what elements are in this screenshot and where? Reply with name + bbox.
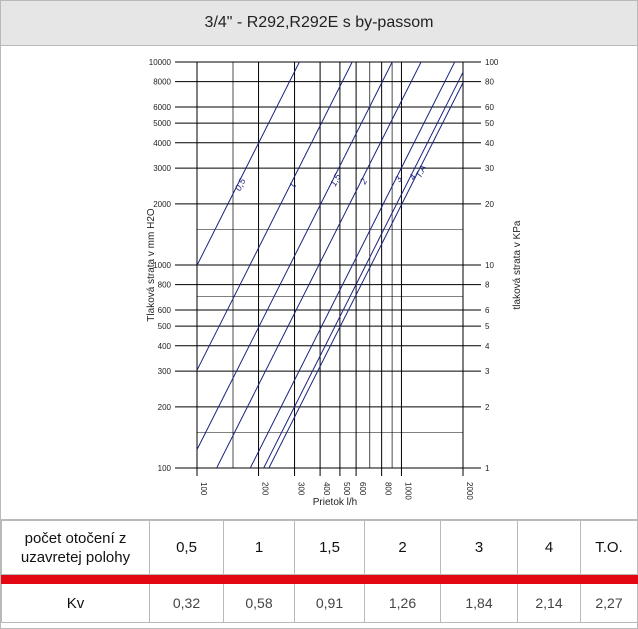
y-tick-label-left: 4000 — [153, 139, 171, 148]
y-tick-label-right: 10 — [485, 261, 494, 270]
y-tick-label-right: 80 — [485, 78, 494, 87]
x-tick-label: 600 — [358, 482, 367, 496]
x-tick-label: 2000 — [465, 482, 474, 500]
column-header: 4 — [517, 520, 581, 575]
y-tick-label-left: 400 — [158, 342, 172, 351]
y-tick-label-right: 40 — [485, 139, 494, 148]
y-tick-label-left: 500 — [158, 322, 172, 331]
y-tick-label-left: 3000 — [153, 164, 171, 173]
flow-curve — [197, 62, 300, 266]
y-tick-label-right: 2 — [485, 403, 490, 412]
separator-cell — [517, 574, 581, 584]
y-tick-label-right: 100 — [485, 58, 499, 67]
y-tick-label-left: 600 — [158, 306, 172, 315]
y-tick-label-right: 60 — [485, 103, 494, 112]
x-tick-label: 500 — [342, 482, 351, 496]
y-tick-label-right: 6 — [485, 306, 490, 315]
column-header: T.O. — [580, 520, 638, 575]
separator-cell — [364, 574, 441, 584]
y-tick-label-right: 1 — [485, 464, 490, 473]
y-tick-label-right: 30 — [485, 164, 494, 173]
y-tick-label-right: 20 — [485, 200, 494, 209]
y-axis-title: Tlaková strata v mm H2O — [146, 208, 157, 322]
separator-cell — [149, 574, 224, 584]
header-label-cell: počet otočení z uzavretej polohy — [1, 520, 150, 575]
y-tick-label-right: 50 — [485, 119, 494, 128]
flow-curve — [268, 82, 463, 468]
y-tick-label-left: 5000 — [153, 119, 171, 128]
y-tick-label-left: 2000 — [153, 200, 171, 209]
y-axis-title-right: tlaková strata v KPa — [512, 220, 523, 309]
y-tick-label-left: 1000 — [153, 261, 171, 270]
red-separator-row — [1, 574, 638, 584]
curve-label: 3 — [393, 175, 404, 184]
chart-area: 100 200 300 400 500 600 800 1000 2000 100 1 200 2 300… — [1, 46, 637, 520]
column-header: 1,5 — [294, 520, 365, 575]
flow-curve — [197, 62, 353, 371]
x-tick-label: 100 — [199, 482, 208, 496]
flow-curve — [263, 71, 463, 468]
column-header: 0,5 — [149, 520, 224, 575]
kv-value-cell: 2,27 — [580, 583, 638, 623]
flow-curve — [249, 62, 456, 468]
y-tick-label-left: 100 — [158, 464, 172, 473]
row-label-cell: Kv — [1, 583, 150, 623]
y-tick-label-right: 5 — [485, 322, 490, 331]
curve-label: 1 — [287, 181, 298, 190]
y-tick-label-right: 8 — [485, 281, 490, 290]
separator-cell — [580, 574, 638, 584]
x-axis-title: Prietok l/h — [313, 497, 357, 508]
y-tick-label-right: 4 — [485, 342, 490, 351]
separator-cell — [1, 574, 150, 584]
x-tick-label: 400 — [322, 482, 331, 496]
table-header-row: počet otočení z uzavretej polohy 0,5 1 1… — [1, 520, 638, 575]
y-tick-label-left: 8000 — [153, 78, 171, 87]
chart-title: 3/4" - R292,R292E s by-passom — [1, 1, 637, 46]
kv-value-cell: 0,58 — [223, 583, 295, 623]
kv-value-cell: 1,84 — [440, 583, 518, 623]
separator-cell — [294, 574, 365, 584]
y-tick-label-left: 300 — [158, 367, 172, 376]
y-tick-label-left: 200 — [158, 403, 172, 412]
y-tick-label-left: 800 — [158, 281, 172, 290]
y-tick-label-left: 6000 — [153, 103, 171, 112]
y-tick-label-right: 3 — [485, 367, 490, 376]
x-tick-label: 200 — [261, 482, 270, 496]
column-header: 2 — [364, 520, 441, 575]
separator-cell — [223, 574, 295, 584]
curve-label: 1,5 — [328, 171, 343, 188]
curve-label: 4 — [407, 173, 418, 182]
kv-value-cell: 0,91 — [294, 583, 365, 623]
column-header: 1 — [223, 520, 295, 575]
x-tick-label: 800 — [384, 482, 393, 496]
kv-value-cell: 1,26 — [364, 583, 441, 623]
curve-label: 0,5 — [233, 176, 248, 193]
flow-curve — [216, 62, 422, 468]
x-tick-label: 1000 — [403, 482, 412, 500]
kv-table: počet otočení z uzavretej polohy 0,5 1 1… — [1, 520, 638, 623]
separator-cell — [440, 574, 518, 584]
flow-curve — [197, 62, 393, 450]
kv-values-row: Kv 0,32 0,58 0,91 1,26 1,84 2,14 2,27 — [1, 583, 638, 623]
curve-label: 2 — [358, 177, 370, 187]
kv-value-cell: 2,14 — [517, 583, 581, 623]
y-tick-label-left: 10000 — [149, 58, 172, 67]
x-tick-label: 300 — [297, 482, 306, 496]
kv-value-cell: 0,32 — [149, 583, 224, 623]
column-header: 3 — [440, 520, 518, 575]
